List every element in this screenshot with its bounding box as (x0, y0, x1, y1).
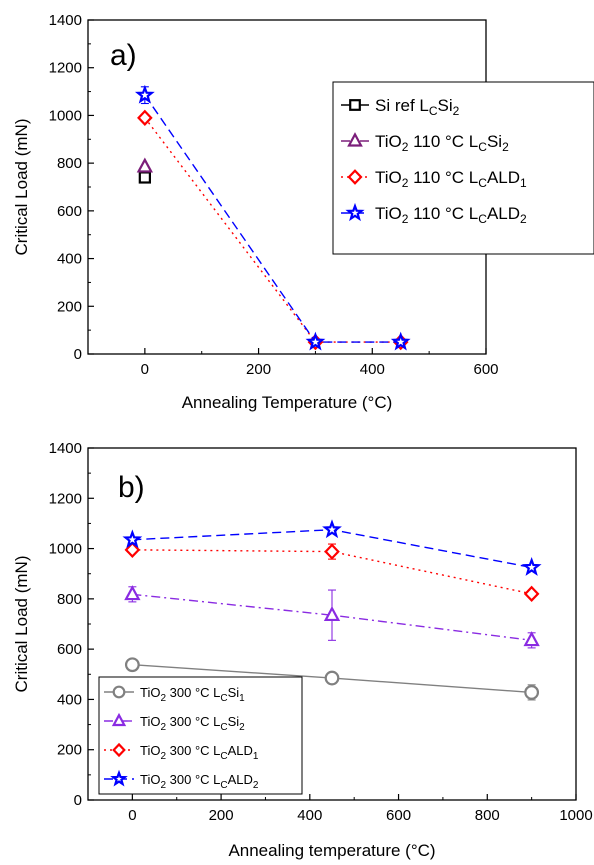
y-tick-label: 600 (57, 203, 82, 220)
x-tick-label: 600 (386, 807, 411, 824)
legend-label: TiO2​ 110 °C LC​ALD1​ (375, 168, 527, 190)
y-tick-label: 400 (57, 691, 82, 708)
data-point (524, 684, 540, 700)
legend-entry-3: TiO2​ 110 °C LC​ALD2​ (341, 202, 527, 226)
legend-entry-1: TiO2​ 300 °C LC​Si2​ (104, 712, 245, 733)
legend-swatch-marker (110, 769, 128, 787)
series-b (122, 519, 542, 701)
legend-swatch-marker (345, 202, 365, 222)
series-3 (122, 519, 542, 576)
y-tick-label: 1400 (49, 440, 82, 457)
legend-entry-0: TiO2​ 300 °C LC​Si1​ (104, 685, 245, 704)
legend-swatch-marker (111, 712, 127, 727)
data-point (523, 631, 540, 647)
y-tick-label: 0 (74, 346, 82, 363)
x-tick-label: 200 (209, 807, 234, 824)
legend-entry-2: TiO2​ 110 °C LC​ALD1​ (341, 168, 527, 190)
ticks-b: 0 200 400 600 800 1000 0 200 400 600 800 1000 1200 14… (49, 440, 593, 824)
legend-label: TiO2​ 300 °C LC​Si2​ (140, 714, 245, 733)
x-axis-title-a: Annealing Temperature (°C) (182, 393, 393, 412)
data-point (323, 605, 341, 622)
x-axis-title-b: Annealing temperature (°C) (228, 841, 435, 860)
legend-label: TiO2​ 110 °C LC​ALD2​ (375, 204, 527, 226)
series-1 (124, 585, 540, 649)
legend-box-b (98, 676, 303, 795)
legend-a: Si ref LC​Si2​ TiO2​ 110 °C LC​Si2​ TiO2​ … (332, 81, 594, 255)
y-tick-label: 200 (57, 298, 82, 315)
data-point (137, 109, 153, 127)
legend-label: TiO2​ 300 °C LC​ALD1​ (140, 743, 259, 762)
y-tick-label: 400 (57, 251, 82, 268)
x-tick-label: 600 (473, 361, 498, 378)
y-axis-title-b: Critical Load (mN) (12, 556, 31, 693)
legend-entry-1: TiO2​ 110 °C LC​Si2​ (341, 132, 509, 154)
chart-panel-b: b) Annealing temperature (°C) Critical L… (12, 440, 593, 860)
data-point (324, 543, 340, 560)
data-point (324, 670, 340, 686)
y-tick-label: 1000 (49, 107, 82, 124)
x-tick-label: 400 (360, 361, 385, 378)
series-0 (124, 657, 540, 701)
legend-entry-3: TiO2​ 300 °C LC​ALD2​ (104, 769, 259, 791)
panel-label-a: a) (110, 39, 137, 72)
y-tick-label: 200 (57, 742, 82, 759)
legend-label: TiO2​ 300 °C LC​Si1​ (140, 685, 245, 704)
y-tick-label: 1000 (49, 541, 82, 558)
x-tick-label: 1000 (559, 807, 592, 824)
series-a (134, 84, 411, 351)
x-tick-label: 0 (141, 361, 149, 378)
series-0 (138, 171, 151, 184)
series-2 (124, 541, 540, 603)
data-point (122, 529, 143, 549)
y-tick-label: 0 (74, 792, 82, 809)
data-point (136, 157, 154, 173)
series-1 (136, 157, 154, 173)
panel-label-b: b) (118, 471, 145, 504)
legend-swatch-marker (112, 742, 126, 758)
data-point (124, 657, 140, 673)
data-point (305, 331, 326, 351)
legend-label: Si ref LC​Si2​ (375, 96, 460, 118)
legend-box-a (332, 81, 594, 255)
x-tick-label: 400 (297, 807, 322, 824)
y-tick-label: 800 (57, 591, 82, 608)
ticks-a: 0 200 400 600 0 200 400 600 800 1000 1200 1400 (49, 12, 499, 378)
data-point (124, 541, 141, 559)
chart-panel-a: a) Annealing Temperature (°C) Critical L… (12, 12, 594, 412)
y-axis-title-a: Critical Load (mN) (12, 119, 31, 256)
data-point (322, 519, 342, 539)
y-tick-label: 800 (57, 155, 82, 172)
y-tick-label: 600 (57, 641, 82, 658)
legend-swatch-marker (112, 685, 126, 699)
x-tick-label: 200 (246, 361, 271, 378)
legend-label: TiO2​ 300 °C LC​ALD2​ (140, 772, 259, 791)
legend-swatch-marker (349, 99, 361, 111)
x-tick-label: 0 (128, 807, 136, 824)
data-point (390, 331, 411, 351)
y-tick-label: 1200 (49, 60, 82, 77)
data-point (134, 84, 155, 104)
series-3 (134, 84, 411, 351)
x-tick-label: 800 (475, 807, 500, 824)
data-point (521, 557, 542, 576)
data-point (124, 585, 141, 601)
legend-label: TiO2​ 110 °C LC​Si2​ (375, 132, 509, 154)
legend-swatch-marker (347, 169, 363, 185)
y-tick-label: 1200 (49, 490, 82, 507)
data-point (523, 585, 540, 603)
legend-entry-2: TiO2​ 300 °C LC​ALD1​ (104, 742, 259, 762)
legend-swatch-marker (347, 132, 363, 147)
data-point (138, 171, 151, 184)
legend-b: TiO2​ 300 °C LC​Si1​ TiO2​ 300 °C LC​Si2​… (98, 676, 303, 795)
legend-entry-0: Si ref LC​Si2​ (341, 96, 460, 118)
y-tick-label: 1400 (49, 12, 82, 29)
